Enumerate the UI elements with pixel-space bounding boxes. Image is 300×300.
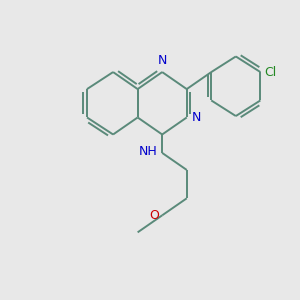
Text: N: N: [191, 111, 201, 124]
Text: Cl: Cl: [264, 66, 277, 79]
Text: O: O: [149, 209, 159, 222]
Text: NH: NH: [139, 145, 158, 158]
Text: N: N: [158, 54, 167, 67]
